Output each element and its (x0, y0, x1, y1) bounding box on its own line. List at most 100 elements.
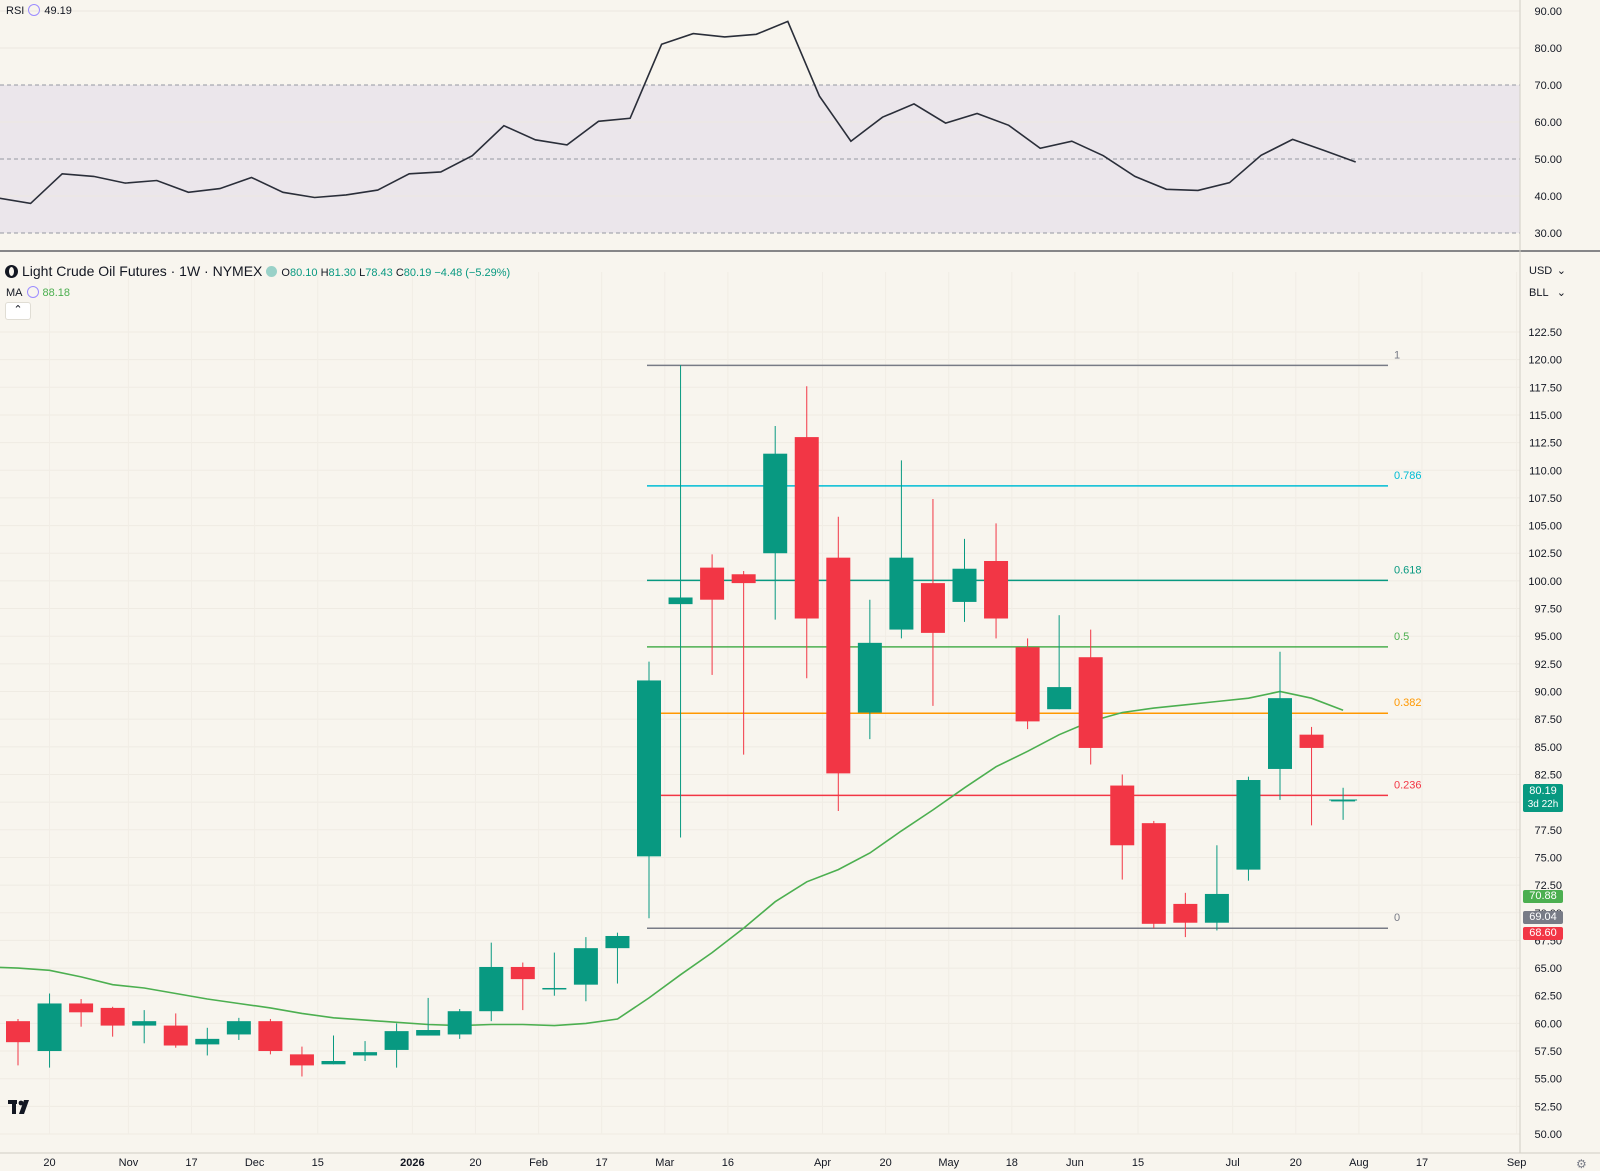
candle-up (226, 1017, 251, 1040)
candle-body (794, 437, 819, 619)
price-tick-label: 60.00 (1534, 1018, 1562, 1030)
rsi-value: 49.19 (44, 5, 72, 17)
unit-dropdown[interactable]: BLL ⌄ (1524, 283, 1568, 303)
candle-down (258, 1018, 283, 1055)
candle-body (416, 1030, 441, 1036)
candle-body (920, 583, 945, 633)
price-tick-label: 52.50 (1534, 1101, 1562, 1113)
rsi-panel: 30.00 40.00 50.00 60.00 70.00 80.00 90.00 (0, 6, 1600, 252)
candle-up (889, 460, 914, 639)
ma-value: 88.18 (42, 287, 71, 299)
candle-body (479, 966, 504, 1012)
candle-up (353, 1041, 378, 1061)
candle-up (763, 426, 788, 620)
price-tick-label: 110.00 (1529, 465, 1562, 477)
candle-up (321, 1035, 346, 1065)
candle-body (195, 1038, 220, 1045)
price-tick-label: 115.00 (1529, 410, 1562, 422)
candle-down (920, 499, 945, 706)
candle-body (1047, 687, 1072, 710)
candle-down (6, 1018, 30, 1066)
fibonacci-retracement[interactable]: 0 0.236 0.382 0.5 0.618 0.786 1 (647, 349, 1422, 929)
collapse-legend-button[interactable]: ⌃ (5, 302, 31, 320)
fib-level-label: 0.5 (1394, 631, 1409, 643)
candle-up (447, 1008, 472, 1039)
last-price-badge: 80.19 3d 22h (1523, 784, 1563, 812)
candle-up (1204, 845, 1229, 931)
time-tick-label: 17 (1416, 1157, 1428, 1169)
rsi-tick-label: 40.00 (1534, 191, 1562, 203)
settings-icon[interactable] (26, 286, 39, 298)
candle-body (69, 1003, 94, 1013)
chevron-down-icon: ⌄ (1556, 265, 1566, 277)
symbol-title[interactable]: Light Crude Oil Futures · 1W · NYMEX (22, 263, 263, 279)
rsi-legend[interactable]: RSI 49.19 (6, 4, 72, 17)
time-tick-label: Aug (1349, 1157, 1369, 1169)
candle-body (226, 1021, 251, 1035)
symbol-legend[interactable]: Light Crude Oil Futures · 1W · NYMEX O80.… (5, 263, 510, 279)
fib-level-label: 0.786 (1394, 470, 1422, 482)
moving-average (0, 690, 1344, 1027)
close-label: C (395, 267, 404, 279)
low-label: L (359, 267, 366, 279)
candle-up (542, 952, 567, 996)
candle-body (1078, 657, 1103, 748)
candle-down (1110, 774, 1135, 880)
candle-body (984, 560, 1009, 619)
time-tick-label: Jun (1066, 1157, 1084, 1169)
candle-body (857, 642, 882, 713)
high-value: 81.30 (328, 267, 357, 279)
time-tick-label: Jul (1226, 1157, 1240, 1169)
candle-body (37, 1003, 62, 1052)
price-tick-label: 112.50 (1529, 438, 1562, 450)
price-grid (0, 272, 1520, 1135)
candle-up (857, 599, 882, 740)
price-tick-label: 57.50 (1534, 1046, 1562, 1058)
candle-body (163, 1025, 188, 1046)
candle-body (1268, 698, 1292, 769)
fib-level-label: 0 (1394, 912, 1400, 924)
candle-up (637, 661, 661, 919)
candle-up (416, 997, 441, 1036)
unit-label: BLL (1529, 287, 1549, 299)
price-tick-label: 50.00 (1534, 1129, 1562, 1141)
bar-countdown: 3d 22h (1527, 799, 1559, 810)
candle-down (700, 554, 725, 675)
settings-icon[interactable] (28, 4, 41, 16)
price-tick-label: 97.50 (1534, 604, 1562, 616)
time-tick-label: 15 (1132, 1157, 1144, 1169)
candle-up (132, 1010, 157, 1044)
open-value: 80.10 (289, 267, 318, 279)
candle-body (510, 966, 535, 980)
candle-down (289, 1046, 314, 1077)
candle-up (1236, 776, 1261, 881)
open-label: O (281, 267, 290, 279)
time-tick-label: 18 (1006, 1157, 1018, 1169)
time-tick-label: 20 (880, 1157, 892, 1169)
price-tick-label: 100.00 (1528, 576, 1562, 588)
price-tick-label: 95.00 (1534, 631, 1562, 643)
rsi-tick-label: 80.00 (1534, 43, 1562, 55)
price-tick-label: 82.50 (1534, 769, 1562, 781)
rsi-line (0, 20, 1356, 205)
oil-drop-icon (5, 265, 18, 278)
time-tick-label: 20 (1290, 1157, 1302, 1169)
price-tick-label: 102.50 (1528, 548, 1562, 560)
rsi-tick-label: 30.00 (1534, 228, 1562, 240)
price-tick-label: 120.00 (1528, 355, 1562, 367)
candle-body (289, 1054, 314, 1066)
price-tick-label: 87.50 (1534, 714, 1562, 726)
candle-body (132, 1021, 157, 1026)
settings-gear-icon[interactable]: ⚙ (1576, 1157, 1587, 1171)
candle-body (731, 574, 756, 584)
market-status-icon (266, 266, 278, 277)
candle-body (889, 557, 914, 630)
ma-legend[interactable]: MA 88.18 (6, 286, 70, 299)
last-price: 80.19 (1529, 785, 1557, 797)
tradingview-logo[interactable] (8, 1100, 36, 1114)
candle-up (479, 942, 504, 1022)
price-tick-label: 62.50 (1534, 991, 1562, 1003)
currency-dropdown[interactable]: USD ⌄ (1524, 261, 1568, 281)
candle-up (195, 1027, 220, 1056)
